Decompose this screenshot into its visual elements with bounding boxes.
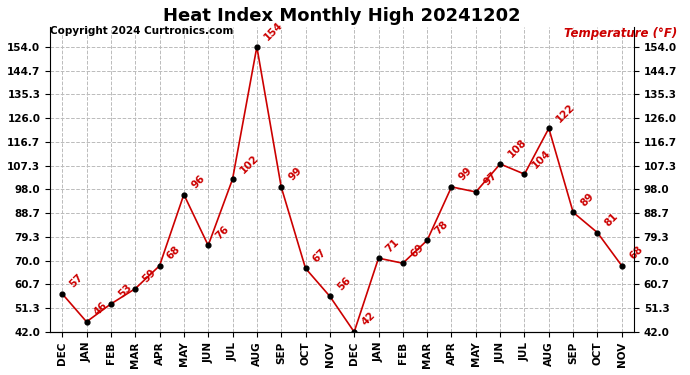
Point: [373, 255, 384, 261]
Text: 68: 68: [627, 244, 644, 262]
Point: [81, 319, 92, 325]
Text: 59: 59: [141, 267, 158, 285]
Text: 89: 89: [579, 191, 596, 208]
Point: [616, 263, 627, 269]
Text: 96: 96: [190, 173, 206, 190]
Title: Heat Index Monthly High 20241202: Heat Index Monthly High 20241202: [164, 7, 521, 25]
Text: 68: 68: [165, 244, 182, 262]
Text: 53: 53: [117, 282, 134, 300]
Text: Temperature (°F): Temperature (°F): [564, 27, 677, 39]
Point: [324, 293, 335, 299]
Point: [471, 189, 482, 195]
Text: 99: 99: [287, 165, 304, 183]
Point: [422, 237, 433, 243]
Point: [130, 286, 141, 292]
Text: 71: 71: [384, 237, 402, 254]
Point: [106, 301, 117, 307]
Point: [592, 230, 603, 236]
Point: [276, 184, 287, 190]
Point: [397, 260, 408, 266]
Point: [300, 266, 311, 272]
Text: 81: 81: [603, 211, 620, 228]
Text: 108: 108: [506, 137, 528, 160]
Text: 122: 122: [554, 102, 577, 124]
Point: [227, 176, 238, 182]
Point: [543, 125, 554, 131]
Text: 102: 102: [238, 153, 261, 175]
Text: 57: 57: [68, 272, 85, 290]
Text: 69: 69: [408, 242, 426, 259]
Point: [348, 329, 359, 335]
Point: [178, 192, 189, 198]
Point: [251, 44, 262, 50]
Text: 67: 67: [311, 247, 328, 264]
Text: 46: 46: [92, 300, 110, 318]
Text: 56: 56: [335, 275, 353, 292]
Text: 97: 97: [482, 171, 499, 188]
Text: 42: 42: [359, 310, 377, 328]
Point: [446, 184, 457, 190]
Text: 154: 154: [262, 20, 285, 43]
Point: [203, 242, 214, 248]
Point: [568, 209, 579, 215]
Text: Copyright 2024 Curtronics.com: Copyright 2024 Curtronics.com: [50, 27, 233, 36]
Text: 99: 99: [457, 165, 474, 183]
Text: 76: 76: [214, 224, 231, 241]
Point: [57, 291, 68, 297]
Text: 104: 104: [530, 147, 553, 170]
Point: [154, 263, 165, 269]
Point: [495, 161, 506, 167]
Point: [519, 171, 530, 177]
Text: 78: 78: [433, 219, 450, 236]
